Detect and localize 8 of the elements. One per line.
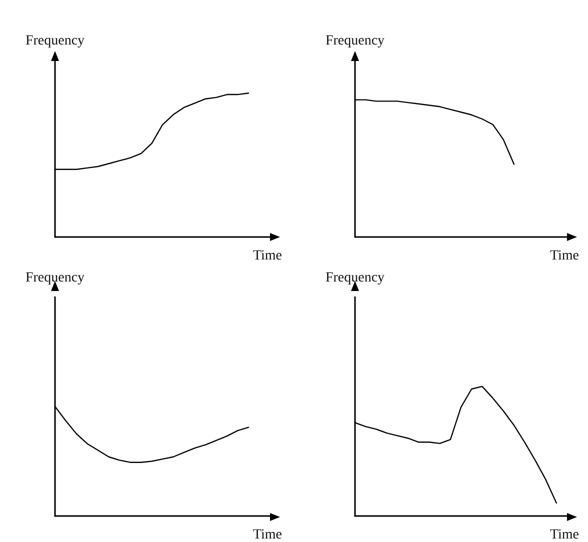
- y-axis-title: Frequency: [25, 34, 85, 48]
- x-axis-title: Time: [550, 528, 579, 542]
- y-axis-title: Frequency: [325, 270, 385, 286]
- y-axis-title: Frequency: [25, 270, 85, 286]
- x-axis-title: Time: [252, 528, 282, 542]
- x-axis-title: Time: [252, 248, 282, 264]
- y-axis-title: Frequency: [325, 34, 385, 48]
- x-axis-title: Time: [550, 248, 579, 264]
